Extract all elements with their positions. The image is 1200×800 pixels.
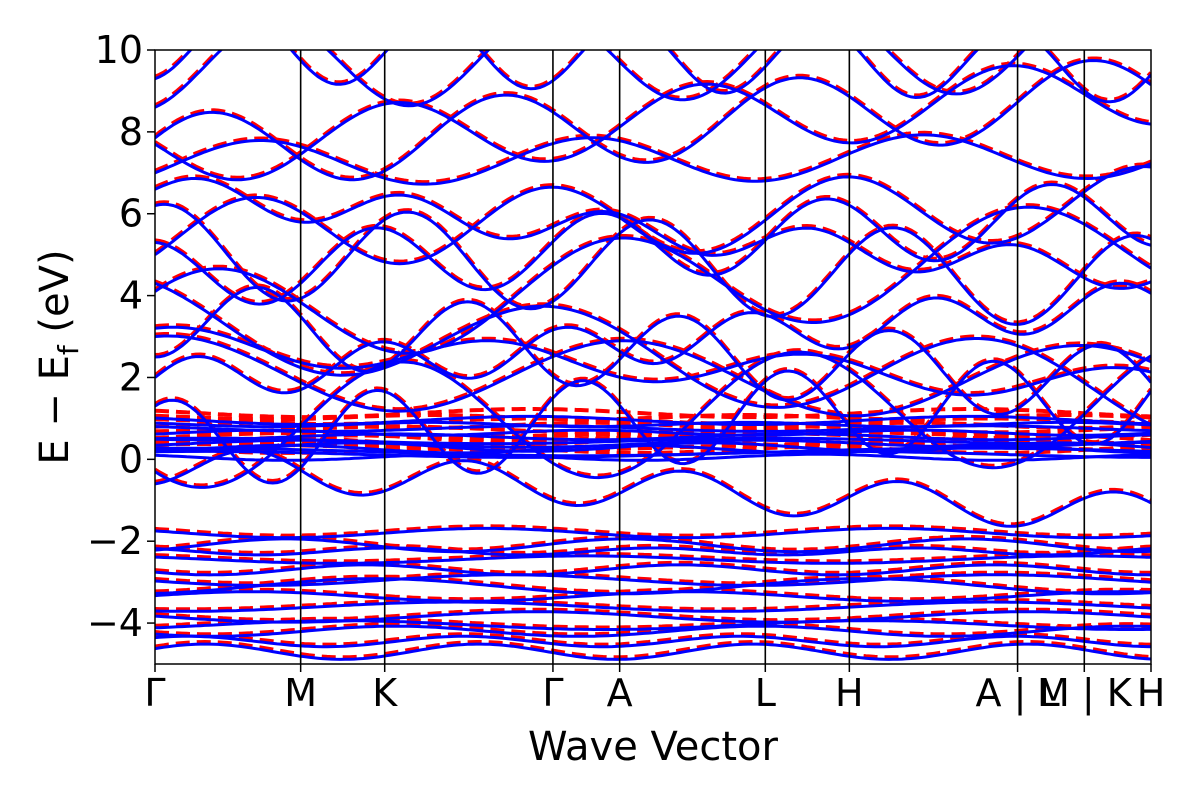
band-dft-red: [155, 543, 1151, 555]
y-tick-label: 2: [119, 355, 143, 399]
band-model-blue: [155, 359, 1151, 485]
x-tick-label: A: [607, 671, 633, 715]
band-dft-red: [155, 616, 1151, 630]
y-tick-label: −4: [87, 601, 143, 645]
band-model-blue: [155, 610, 1151, 624]
band-model-blue: [155, 573, 1151, 587]
band-dft-red: [155, 534, 1151, 552]
band-model-blue: [155, 452, 1151, 462]
band-dft-red: [155, 332, 1151, 416]
band-model-blue: [155, 634, 1151, 649]
band-dft-red: [155, 622, 1151, 637]
band-model-blue: [155, 50, 1026, 109]
band-model-blue: [155, 281, 1151, 426]
band-model-blue: [155, 286, 1151, 417]
band-model-blue: [155, 350, 1151, 489]
band-dft-red: [155, 50, 1151, 102]
band-dft-red: [155, 574, 1151, 594]
plot-frame: [154, 49, 1152, 665]
band-dft-red: [155, 323, 1151, 396]
band-model-blue: [155, 624, 1151, 638]
x-axis-label: Wave Vector: [528, 724, 779, 770]
band-model-blue: [155, 563, 1151, 577]
band-model-blue: [155, 325, 1151, 397]
band-dft-red: [155, 279, 1151, 425]
band-dft-red: [155, 598, 1151, 612]
band-dft-red: [155, 551, 1151, 564]
band-dft-red: [155, 56, 1151, 180]
kpoint-lines: [299, 50, 1086, 664]
y-tick-label: 8: [119, 110, 143, 154]
x-tick-label: M: [284, 671, 317, 715]
x-tick-label: A | L: [976, 671, 1060, 716]
band-model-blue: [155, 554, 1151, 565]
band-model-blue: [155, 50, 1151, 104]
band-dft-red: [155, 61, 1151, 180]
band-model-blue: [155, 133, 1151, 186]
band-model-blue: [155, 600, 1151, 613]
band-model-blue: [155, 414, 1151, 426]
band-model-blue: [155, 537, 1151, 554]
y-axis-label-unit: (eV): [32, 249, 78, 345]
x-tick-label: L: [755, 671, 776, 715]
x-tick-label: Γ: [144, 671, 165, 715]
band-dft-red: [155, 446, 1151, 527]
band-model-blue: [155, 334, 1151, 418]
band-model-blue: [155, 182, 1151, 306]
y-axis-label: E − Ef (eV): [32, 249, 85, 464]
x-tick-label: H: [835, 671, 864, 715]
band-model-blue: [155, 642, 1151, 661]
band-model-blue: [155, 546, 1151, 557]
x-tick-label: H: [1137, 671, 1166, 715]
x-tick-label: K: [372, 671, 398, 715]
band-model-blue: [155, 64, 1151, 182]
band-dft-red: [155, 587, 1151, 602]
y-axis-label-main: E − E: [32, 355, 78, 465]
x-tick-label: Γ: [542, 671, 563, 715]
band-model-blue: [155, 448, 1151, 528]
y-tick-label: 4: [119, 274, 143, 318]
band-model-blue: [155, 526, 1151, 540]
band-model-blue: [155, 58, 1151, 182]
band-model-blue: [155, 432, 1151, 442]
band-dft-red: [155, 348, 1151, 488]
band-model-blue: [155, 177, 1151, 290]
y-tick-label: −2: [87, 519, 143, 563]
band-dft-red: [155, 570, 1151, 586]
bands-layer: [155, 50, 1151, 661]
band-dft-red: [155, 130, 1151, 185]
band-dft-red: [155, 524, 1151, 538]
band-dft-red: [155, 428, 1151, 439]
band-model-blue: [155, 202, 1151, 326]
band-dft-red: [155, 279, 1151, 393]
y-tick-label: 0: [119, 437, 143, 481]
y-tick-label: 10: [95, 28, 143, 72]
band-dft-red: [155, 200, 1151, 325]
x-tick-label: M | K: [1037, 671, 1133, 716]
band-model-blue: [155, 281, 1151, 395]
band-dft-red: [155, 174, 1151, 289]
band-model-blue: [155, 577, 1151, 596]
band-dft-red: [155, 607, 1151, 623]
band-dft-red: [155, 50, 1025, 108]
band-dft-red: [155, 560, 1151, 575]
y-axis-label-subscript: f: [52, 344, 85, 355]
y-axis: −4 −2 0 2 4 6 8 10: [87, 28, 155, 645]
y-tick-label: 6: [119, 192, 143, 236]
